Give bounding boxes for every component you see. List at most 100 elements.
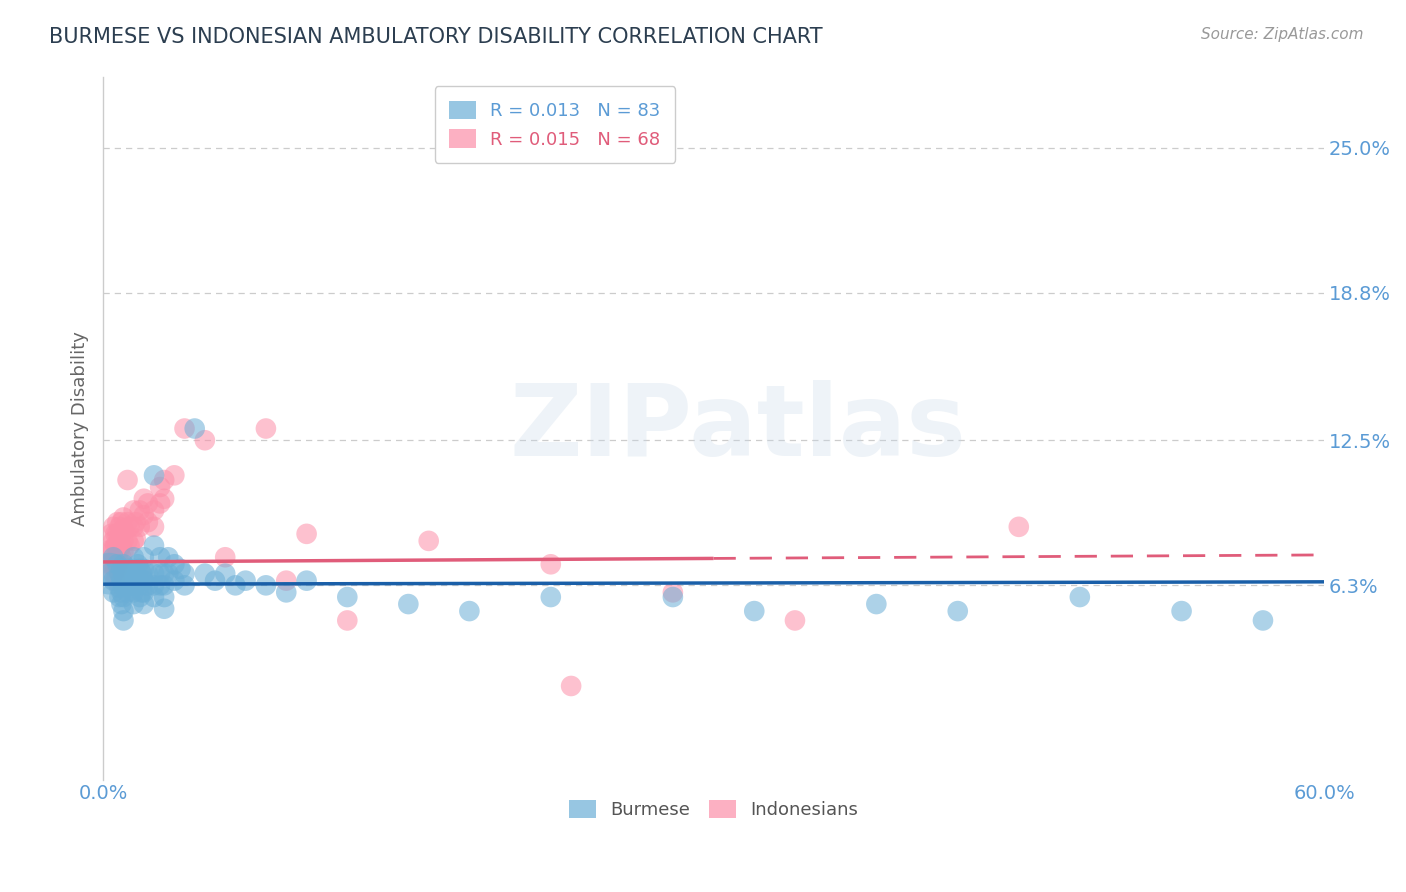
Point	[112, 510, 135, 524]
Point	[235, 574, 257, 588]
Point	[143, 590, 166, 604]
Point	[122, 585, 145, 599]
Point	[100, 543, 122, 558]
Point	[98, 558, 121, 572]
Point	[742, 604, 765, 618]
Point	[783, 614, 806, 628]
Point	[104, 574, 127, 588]
Point	[1170, 604, 1192, 618]
Point	[254, 421, 277, 435]
Point	[122, 562, 145, 576]
Point	[122, 533, 145, 548]
Point	[163, 468, 186, 483]
Point	[143, 566, 166, 581]
Point	[108, 566, 131, 581]
Point	[105, 550, 128, 565]
Point	[108, 543, 131, 558]
Point	[662, 590, 685, 604]
Point	[540, 590, 562, 604]
Point	[149, 566, 172, 581]
Point	[662, 585, 685, 599]
Point	[132, 585, 155, 599]
Point	[128, 562, 150, 576]
Point	[100, 558, 122, 572]
Point	[110, 539, 132, 553]
Legend: Burmese, Indonesians: Burmese, Indonesians	[555, 786, 873, 834]
Point	[183, 421, 205, 435]
Point	[143, 520, 166, 534]
Point	[131, 566, 153, 581]
Point	[108, 520, 131, 534]
Point	[117, 473, 139, 487]
Point	[132, 491, 155, 506]
Point	[105, 558, 128, 572]
Point	[103, 555, 125, 569]
Point	[118, 539, 141, 553]
Point	[946, 604, 969, 618]
Point	[336, 614, 359, 628]
Point	[110, 585, 132, 599]
Point	[149, 480, 172, 494]
Point	[117, 533, 139, 548]
Point	[136, 566, 159, 581]
Point	[110, 597, 132, 611]
Point	[132, 597, 155, 611]
Text: BURMESE VS INDONESIAN AMBULATORY DISABILITY CORRELATION CHART: BURMESE VS INDONESIAN AMBULATORY DISABIL…	[49, 27, 823, 46]
Point	[418, 533, 440, 548]
Point	[396, 597, 419, 611]
Point	[143, 578, 166, 592]
Point	[132, 508, 155, 522]
Point	[153, 473, 176, 487]
Point	[153, 491, 176, 506]
Point	[224, 578, 246, 592]
Point	[153, 601, 176, 615]
Point	[110, 574, 132, 588]
Point	[276, 574, 298, 588]
Point	[122, 503, 145, 517]
Point	[173, 566, 195, 581]
Point	[112, 604, 135, 618]
Point	[127, 558, 149, 572]
Point	[122, 550, 145, 565]
Point	[103, 585, 125, 599]
Point	[104, 550, 127, 565]
Point	[103, 550, 125, 565]
Point	[1008, 520, 1031, 534]
Point	[112, 578, 135, 592]
Point	[173, 578, 195, 592]
Point	[458, 604, 481, 618]
Point	[276, 585, 298, 599]
Y-axis label: Ambulatory Disability: Ambulatory Disability	[72, 331, 89, 526]
Point	[214, 550, 236, 565]
Point	[104, 526, 127, 541]
Point	[117, 574, 139, 588]
Point	[143, 539, 166, 553]
Point	[136, 515, 159, 529]
Point	[865, 597, 887, 611]
Point	[118, 578, 141, 592]
Point	[112, 566, 135, 581]
Point	[153, 590, 176, 604]
Point	[108, 532, 131, 546]
Text: Source: ZipAtlas.com: Source: ZipAtlas.com	[1201, 27, 1364, 42]
Point	[103, 566, 125, 581]
Point	[143, 503, 166, 517]
Point	[143, 468, 166, 483]
Point	[122, 574, 145, 588]
Point	[163, 558, 186, 572]
Point	[125, 578, 148, 592]
Point	[153, 566, 176, 581]
Point	[117, 562, 139, 576]
Point	[105, 562, 128, 576]
Point	[112, 614, 135, 628]
Point	[128, 503, 150, 517]
Point	[125, 532, 148, 546]
Point	[112, 590, 135, 604]
Point	[98, 566, 121, 581]
Point	[125, 515, 148, 529]
Point	[112, 533, 135, 548]
Point	[153, 578, 176, 592]
Point	[104, 539, 127, 553]
Point	[112, 545, 135, 559]
Point	[157, 550, 180, 565]
